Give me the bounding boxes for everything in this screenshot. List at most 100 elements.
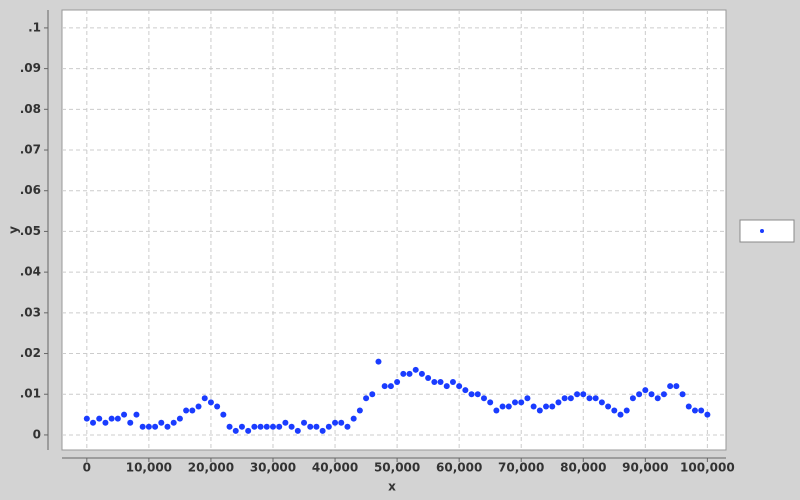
point xyxy=(369,391,376,398)
point xyxy=(313,423,320,430)
point xyxy=(592,395,599,402)
y-tick-label: .1 xyxy=(28,20,41,34)
y-axis-label: y xyxy=(7,226,21,234)
point xyxy=(170,419,177,426)
point xyxy=(96,415,103,422)
point xyxy=(660,391,667,398)
point xyxy=(456,383,463,390)
y-tick-label: .02 xyxy=(20,346,41,360)
point xyxy=(152,423,159,430)
point xyxy=(580,391,587,398)
point xyxy=(381,383,388,390)
point xyxy=(474,391,481,398)
point xyxy=(549,403,556,410)
point xyxy=(189,407,196,414)
point xyxy=(220,411,227,418)
point xyxy=(121,411,128,418)
point xyxy=(567,395,574,402)
point xyxy=(437,379,444,386)
y-tick-label: 0 xyxy=(33,427,41,441)
x-tick-label: 0 xyxy=(83,461,91,475)
point xyxy=(133,411,140,418)
point xyxy=(269,423,276,430)
point xyxy=(449,379,456,386)
point xyxy=(648,391,655,398)
point xyxy=(183,407,190,414)
point xyxy=(406,370,413,377)
y-tick-label: .08 xyxy=(20,102,41,116)
plot-area xyxy=(61,9,727,451)
point xyxy=(294,427,301,434)
point xyxy=(518,399,525,406)
x-axis-label: x xyxy=(388,480,396,494)
point xyxy=(257,423,264,430)
point xyxy=(195,403,202,410)
point xyxy=(139,423,146,430)
point xyxy=(611,407,618,414)
x-tick-label: 30,000 xyxy=(250,461,296,475)
point xyxy=(443,383,450,390)
point xyxy=(288,423,295,430)
point xyxy=(114,415,121,422)
point xyxy=(586,395,593,402)
point xyxy=(543,403,550,410)
x-tick-label: 40,000 xyxy=(312,461,358,475)
point xyxy=(214,403,221,410)
point xyxy=(691,407,698,414)
point xyxy=(536,407,543,414)
point xyxy=(375,358,382,365)
point xyxy=(623,407,630,414)
point xyxy=(400,370,407,377)
point xyxy=(276,423,283,430)
point xyxy=(356,407,363,414)
y-tick-label: .03 xyxy=(20,305,41,319)
point xyxy=(387,383,394,390)
point xyxy=(493,407,500,414)
y-tick-label: .01 xyxy=(20,387,41,401)
point xyxy=(530,403,537,410)
point xyxy=(145,423,152,430)
point xyxy=(301,419,308,426)
x-tick-label: 60,000 xyxy=(436,461,482,475)
point xyxy=(679,391,686,398)
point xyxy=(83,415,90,422)
point xyxy=(636,391,643,398)
point xyxy=(698,407,705,414)
point xyxy=(363,395,370,402)
point xyxy=(238,423,245,430)
y-tick-label: .07 xyxy=(20,143,41,157)
point xyxy=(654,395,661,402)
point xyxy=(90,419,97,426)
point xyxy=(574,391,581,398)
point xyxy=(418,370,425,377)
point xyxy=(412,366,419,373)
point xyxy=(667,383,674,390)
point xyxy=(617,411,624,418)
point xyxy=(164,423,171,430)
x-tick-label: 20,000 xyxy=(188,461,234,475)
x-tick-label: 90,000 xyxy=(622,461,668,475)
x-tick-label: 100,000 xyxy=(680,461,735,475)
point xyxy=(704,411,711,418)
point xyxy=(332,419,339,426)
point xyxy=(108,415,115,422)
point xyxy=(307,423,314,430)
x-tick-label: 50,000 xyxy=(374,461,420,475)
point xyxy=(431,379,438,386)
point xyxy=(102,419,109,426)
point xyxy=(605,403,612,410)
point xyxy=(263,423,270,430)
point xyxy=(629,395,636,402)
point xyxy=(127,419,134,426)
point xyxy=(499,403,506,410)
point xyxy=(673,383,680,390)
point xyxy=(176,415,183,422)
point xyxy=(480,395,487,402)
point xyxy=(555,399,562,406)
point xyxy=(226,423,233,430)
point xyxy=(512,399,519,406)
point xyxy=(561,395,568,402)
point xyxy=(207,399,214,406)
point xyxy=(232,427,239,434)
